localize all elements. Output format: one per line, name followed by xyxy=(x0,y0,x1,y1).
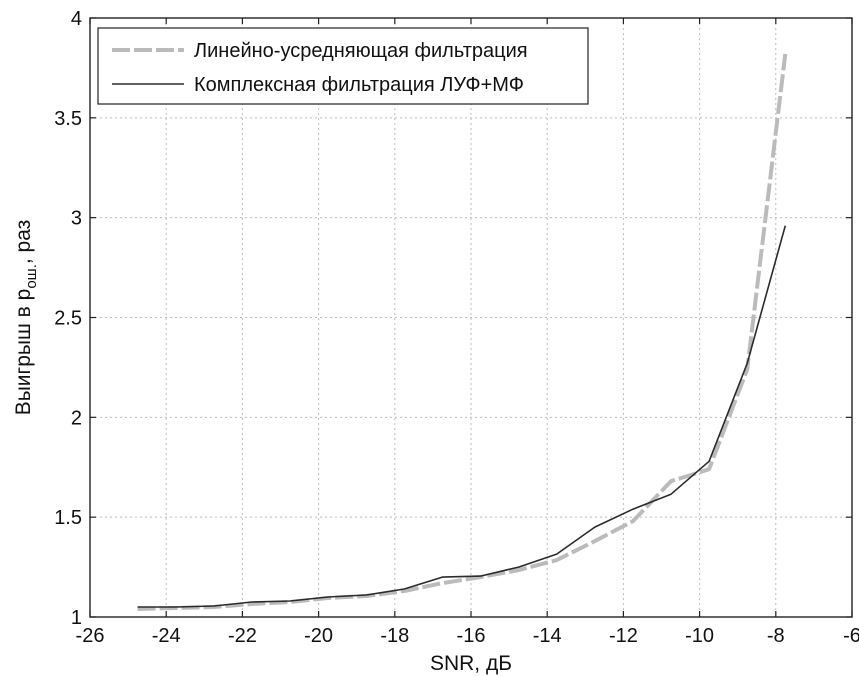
y-tick-label: 3.5 xyxy=(54,108,82,130)
series-line-linear-filtering xyxy=(137,53,788,611)
y-tick-label: 1 xyxy=(71,607,82,629)
axis-ticks xyxy=(89,17,853,618)
x-tick-label: -16 xyxy=(457,625,486,647)
x-tick-label: -12 xyxy=(609,625,638,647)
x-axis-label: SNR, дБ xyxy=(430,652,512,675)
x-tick-label: -6 xyxy=(843,625,859,647)
x-tick-label: -18 xyxy=(380,625,409,647)
x-tick-label: -10 xyxy=(685,625,714,647)
plot-series xyxy=(137,53,788,611)
y-axis-label-subscript: ош. xyxy=(23,264,40,289)
y-tick-label: 2 xyxy=(71,407,82,429)
legend-label-complex-filtering: Комплексная фильтрация ЛУФ+МФ xyxy=(194,74,524,96)
x-tick-label: -26 xyxy=(76,625,105,647)
y-axis-label-main: Выигрыш в p xyxy=(12,289,35,416)
x-tick-label: -22 xyxy=(228,625,257,647)
x-tick-label: -8 xyxy=(767,625,785,647)
series-line-complex-filtering xyxy=(137,225,787,608)
legend-box xyxy=(97,27,589,105)
x-tick-labels: -26 -24 -22 -20 -18 -16 -14 -12 -10 -8 -6 xyxy=(76,625,859,647)
x-tick-label: -20 xyxy=(304,625,333,647)
y-axis-label-suffix: , раз xyxy=(12,220,35,264)
y-tick-labels: 1 1.5 2 2.5 3 3.5 4 xyxy=(54,8,82,629)
y-tick-label: 3 xyxy=(71,208,82,230)
y-axis-label: Выигрыш в pош., раз xyxy=(12,220,40,416)
legend: Линейно-усредняющая фильтрация Комплексн… xyxy=(97,27,589,105)
x-tick-label: -14 xyxy=(533,625,562,647)
y-tick-label: 2.5 xyxy=(54,308,82,330)
legend-label-linear-filtering: Линейно-усредняющая фильтрация xyxy=(194,40,528,62)
y-tick-label: 1.5 xyxy=(54,507,82,529)
x-tick-label: -24 xyxy=(152,625,181,647)
grid xyxy=(90,18,852,617)
y-tick-label: 4 xyxy=(71,8,82,30)
